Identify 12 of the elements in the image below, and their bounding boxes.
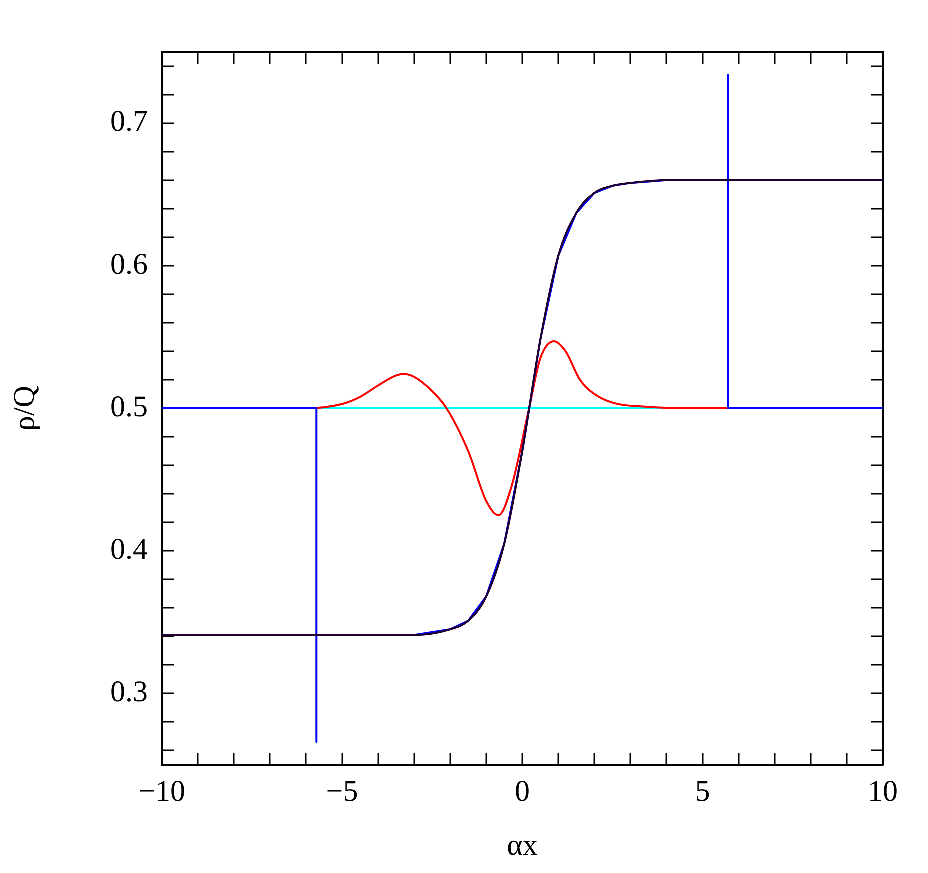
y-tick-label: 0.4: [110, 532, 148, 566]
y-axis-title: ρ/Q: [8, 386, 41, 431]
x-tick-label: 5: [695, 774, 710, 808]
x-tick-label: 0: [515, 774, 530, 808]
y-tick-label: 0.5: [110, 390, 148, 424]
y-tick-label: 0.3: [110, 676, 148, 709]
y-tick-label: 0.7: [110, 105, 148, 138]
x-tick-label: −10: [138, 774, 186, 808]
x-tick-label: 10: [868, 774, 898, 808]
x-tick-label: −5: [326, 774, 358, 808]
y-tick-label: 0.6: [110, 248, 148, 281]
x-axis-title: αx: [507, 828, 538, 862]
